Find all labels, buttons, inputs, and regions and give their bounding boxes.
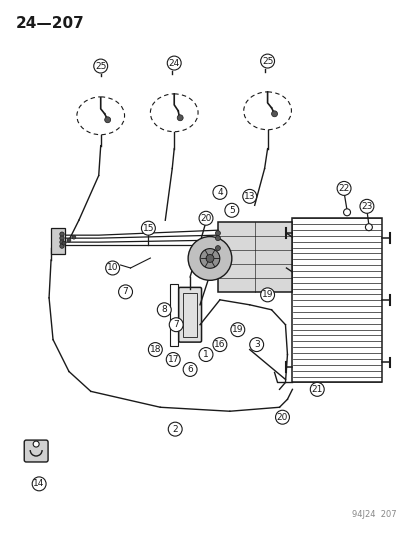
- Text: 22: 22: [338, 184, 349, 193]
- Circle shape: [167, 56, 181, 70]
- Circle shape: [141, 221, 155, 235]
- Circle shape: [249, 337, 263, 352]
- Bar: [170, 284, 178, 345]
- Bar: [292, 218, 381, 382]
- Circle shape: [199, 211, 212, 225]
- Circle shape: [72, 235, 76, 239]
- Circle shape: [310, 382, 323, 397]
- Text: 21: 21: [311, 385, 322, 394]
- Text: 7: 7: [122, 287, 128, 296]
- Circle shape: [215, 246, 220, 251]
- Circle shape: [260, 54, 274, 68]
- Text: 13: 13: [243, 192, 255, 201]
- Circle shape: [177, 115, 183, 121]
- Circle shape: [188, 237, 231, 280]
- Text: 15: 15: [142, 224, 154, 233]
- Text: 5: 5: [228, 206, 234, 215]
- Text: 1: 1: [203, 350, 209, 359]
- Circle shape: [215, 231, 220, 236]
- Circle shape: [59, 232, 64, 236]
- Text: 24—207: 24—207: [15, 16, 84, 31]
- Text: 14: 14: [33, 479, 45, 488]
- Circle shape: [59, 236, 64, 240]
- Text: 18: 18: [149, 345, 161, 354]
- FancyBboxPatch shape: [24, 440, 48, 462]
- Circle shape: [157, 303, 171, 317]
- Circle shape: [336, 181, 350, 196]
- Text: 25: 25: [261, 56, 273, 66]
- Circle shape: [199, 248, 219, 268]
- Text: 23: 23: [361, 202, 372, 211]
- FancyBboxPatch shape: [178, 287, 201, 342]
- Text: 20: 20: [276, 413, 287, 422]
- Circle shape: [169, 318, 183, 332]
- Circle shape: [359, 199, 373, 213]
- Text: 2: 2: [172, 425, 178, 434]
- Text: 7: 7: [173, 320, 179, 329]
- Circle shape: [118, 285, 132, 299]
- Text: 19: 19: [231, 325, 243, 334]
- Text: 24: 24: [168, 59, 179, 68]
- Text: 3: 3: [253, 340, 259, 349]
- Bar: [183, 293, 197, 337]
- Circle shape: [62, 241, 66, 245]
- Circle shape: [260, 288, 274, 302]
- Circle shape: [168, 422, 182, 436]
- Circle shape: [59, 240, 64, 244]
- Text: 20: 20: [200, 214, 211, 223]
- Circle shape: [271, 111, 277, 117]
- Circle shape: [224, 203, 238, 217]
- Text: 25: 25: [95, 61, 106, 70]
- Circle shape: [212, 185, 226, 199]
- Circle shape: [67, 238, 71, 242]
- Circle shape: [206, 254, 214, 262]
- Circle shape: [148, 343, 162, 357]
- Circle shape: [105, 261, 119, 275]
- Circle shape: [59, 244, 64, 248]
- Circle shape: [33, 441, 39, 447]
- Polygon shape: [217, 222, 292, 292]
- Circle shape: [183, 362, 197, 376]
- Text: 10: 10: [107, 263, 118, 272]
- Circle shape: [93, 59, 107, 73]
- Circle shape: [343, 209, 350, 216]
- Circle shape: [199, 348, 212, 361]
- Bar: [51, 228, 65, 254]
- Circle shape: [275, 410, 289, 424]
- Circle shape: [166, 352, 180, 367]
- Text: 94J24  207: 94J24 207: [351, 510, 396, 519]
- Circle shape: [365, 224, 371, 231]
- Circle shape: [104, 117, 110, 123]
- Circle shape: [32, 477, 46, 491]
- Circle shape: [242, 189, 256, 203]
- Circle shape: [212, 337, 226, 352]
- Text: 8: 8: [161, 305, 167, 314]
- Text: 16: 16: [214, 340, 225, 349]
- Text: 17: 17: [167, 355, 178, 364]
- Text: 19: 19: [261, 290, 273, 300]
- Text: 6: 6: [187, 365, 192, 374]
- Text: 4: 4: [216, 188, 222, 197]
- Circle shape: [230, 322, 244, 337]
- Circle shape: [215, 236, 220, 240]
